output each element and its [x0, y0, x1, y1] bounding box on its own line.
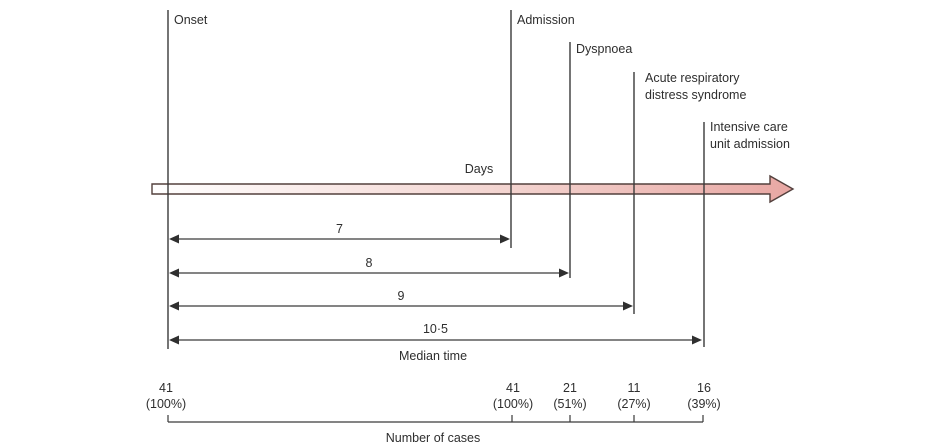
- event-label-ards-line1: Acute respiratory: [645, 71, 740, 85]
- event-label-icu-line2: unit admission: [710, 137, 790, 151]
- event-label-icu: Intensive care unit admission: [710, 119, 790, 153]
- event-label-admission-line1: Admission: [517, 13, 575, 27]
- event-label-onset: Onset: [174, 12, 207, 29]
- median-arrowhead-right-8: [559, 268, 569, 278]
- median-time-label: Median time: [398, 349, 468, 363]
- median-arrowhead-left-10·5: [169, 335, 179, 345]
- median-value-label: 8: [365, 256, 373, 270]
- case-percent: (39%): [687, 397, 721, 411]
- number-of-cases-label: Number of cases: [385, 431, 481, 445]
- days-gradient-arrow: [151, 174, 795, 204]
- median-arrowhead-right-10·5: [692, 335, 702, 345]
- event-lines-group: [167, 10, 705, 349]
- case-percent: (51%): [553, 397, 587, 411]
- median-arrowhead-left-8: [169, 268, 179, 278]
- event-label-admission: Admission: [517, 12, 575, 29]
- median-arrowhead-right-7: [500, 234, 510, 244]
- case-count: 41: [506, 381, 520, 395]
- event-label-ards-line2: distress syndrome: [645, 88, 747, 102]
- median-value-label: 9: [397, 289, 405, 303]
- median-value-label: 10·5: [422, 322, 449, 336]
- cases-bracket: [167, 415, 704, 423]
- case-percent: (100%): [145, 397, 187, 411]
- event-label-dyspnoea: Dyspnoea: [576, 41, 632, 58]
- days-arrow-group: [151, 174, 795, 204]
- event-label-ards: Acute respiratory distress syndrome: [645, 70, 746, 104]
- median-arrowhead-left-9: [169, 301, 179, 311]
- case-count: 16: [697, 381, 711, 395]
- median-arrowhead-right-9: [623, 301, 633, 311]
- median-arrowhead-left-7: [169, 234, 179, 244]
- days-label: Days: [464, 162, 494, 176]
- event-label-icu-line1: Intensive care: [710, 120, 788, 134]
- event-label-dyspnoea-line1: Dyspnoea: [576, 42, 633, 56]
- event-label-onset-line1: Onset: [174, 13, 208, 27]
- case-percent: (100%): [492, 397, 534, 411]
- case-count: 21: [563, 381, 577, 395]
- median-arrows-group: [169, 234, 702, 345]
- cases-bracket-group: [167, 415, 704, 423]
- case-count: 41: [159, 381, 173, 395]
- case-count: 11: [627, 381, 641, 395]
- case-percent: (27%): [617, 397, 651, 411]
- median-value-label: 7: [336, 222, 343, 236]
